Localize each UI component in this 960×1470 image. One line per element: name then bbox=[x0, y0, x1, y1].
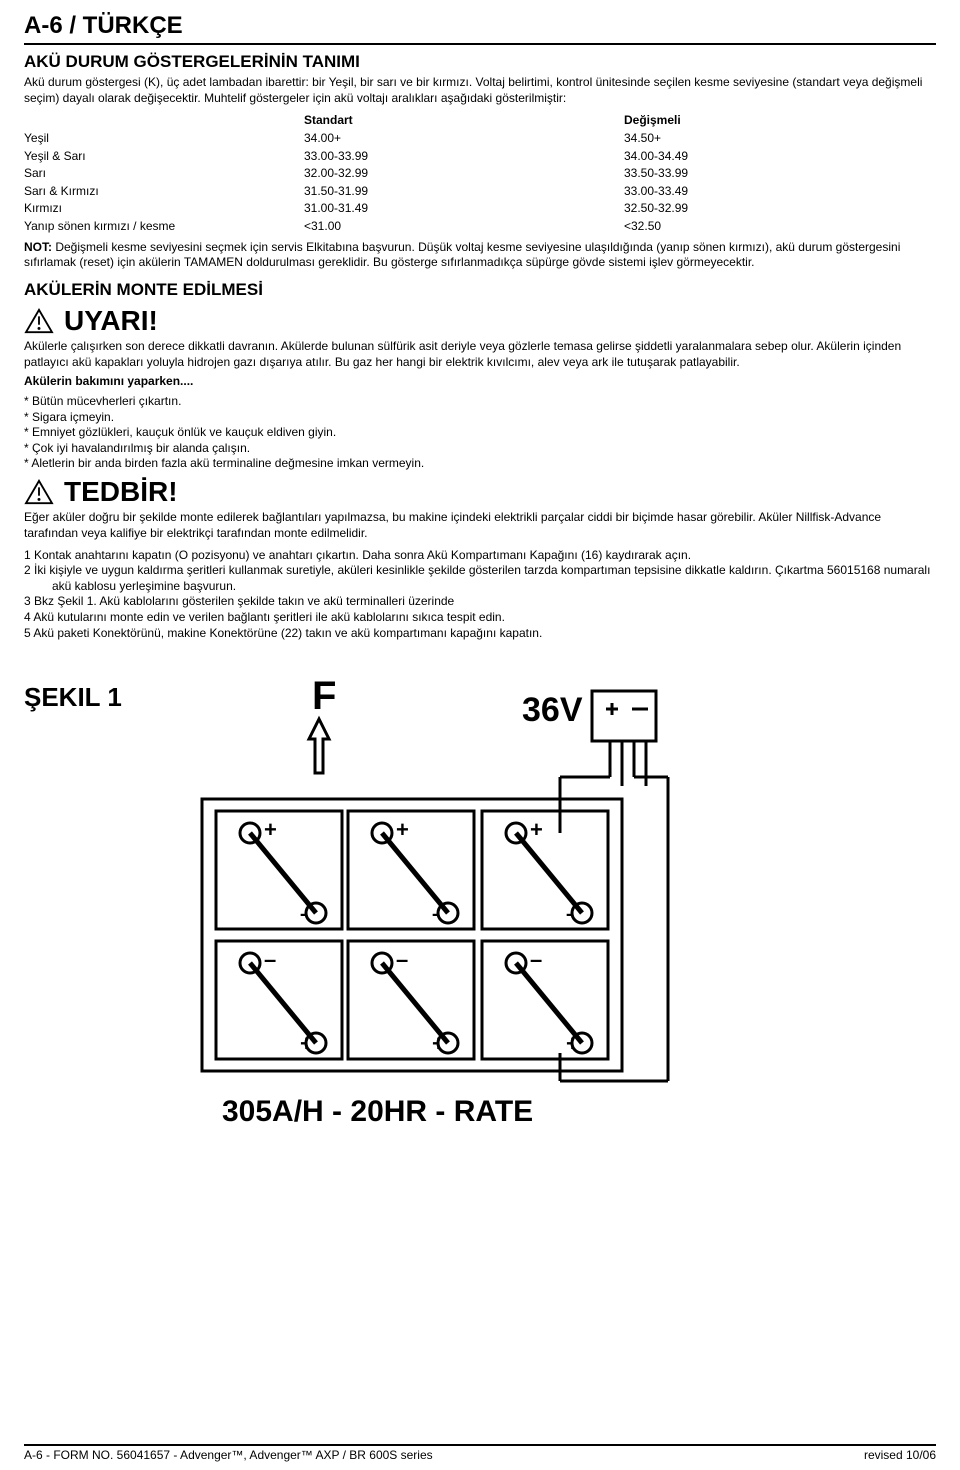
cell: Kırmızı bbox=[24, 200, 304, 218]
step-item: 4 Akü kutularını monte edin ve verilen b… bbox=[24, 610, 936, 626]
list-title: Akülerin bakımını yaparken.... bbox=[24, 374, 936, 390]
table-row: Yeşil 34.00+ 34.50+ bbox=[24, 130, 936, 148]
section1-title: AKÜ DURUM GÖSTERGELERİNİN TANIMI bbox=[24, 51, 936, 73]
section1-intro: Akü durum göstergesi (K), üç adet lambad… bbox=[24, 75, 936, 106]
table-row: Yanıp sönen kırmızı / kesme <31.00 <32.5… bbox=[24, 218, 936, 236]
cell: <32.50 bbox=[624, 218, 936, 236]
svg-text:36V: 36V bbox=[522, 691, 583, 729]
table-col-0 bbox=[24, 112, 304, 130]
step-item: 3 Bkz Şekil 1. Akü kablolarını gösterile… bbox=[24, 594, 936, 610]
svg-text:+: + bbox=[396, 817, 409, 842]
cell: 33.50-33.99 bbox=[624, 165, 936, 183]
svg-text:305A/H - 20HR - RATE: 305A/H - 20HR - RATE bbox=[222, 1095, 533, 1128]
svg-text:–: – bbox=[264, 947, 276, 972]
step-item: 1 Kontak anahtarını kapatın (O pozisyonu… bbox=[24, 548, 936, 564]
note-text: Değişmeli kesme seviyesini seçmek için s… bbox=[24, 240, 900, 270]
cell: 33.00-33.49 bbox=[624, 183, 936, 201]
cell: Yeşil bbox=[24, 130, 304, 148]
voltage-table: Standart Değişmeli Yeşil 34.00+ 34.50+ Y… bbox=[24, 112, 936, 235]
table-row: Kırmızı 31.00-31.49 32.50-32.99 bbox=[24, 200, 936, 218]
warning2-label: TEDBİR! bbox=[64, 474, 178, 510]
warning-triangle-icon bbox=[24, 308, 54, 334]
steps-list: 1 Kontak anahtarını kapatın (O pozisyonu… bbox=[24, 548, 936, 642]
section1-note: NOT: Değişmeli kesme seviyesini seçmek i… bbox=[24, 240, 936, 271]
cell: 31.50-31.99 bbox=[304, 183, 624, 201]
cell: 32.50-32.99 bbox=[624, 200, 936, 218]
figure-title: ŞEKIL 1 bbox=[24, 681, 122, 715]
caution-triangle-icon bbox=[24, 479, 54, 505]
warning-1: UYARI! bbox=[24, 303, 936, 339]
page-footer: A-6 - FORM NO. 56041657 - Advenger™, Adv… bbox=[24, 1444, 936, 1464]
step-item: 2 İki kişiyle ve uygun kaldırma şeritler… bbox=[24, 563, 936, 594]
cell: 34.50+ bbox=[624, 130, 936, 148]
svg-text:–: – bbox=[530, 947, 542, 972]
svg-text:–: – bbox=[396, 947, 408, 972]
cell: 31.00-31.49 bbox=[304, 200, 624, 218]
list-item: * Aletlerin bir anda birden fazla akü te… bbox=[24, 456, 936, 472]
table-col-2: Değişmeli bbox=[624, 112, 936, 130]
table-row: Yeşil & Sarı 33.00-33.99 34.00-34.49 bbox=[24, 148, 936, 166]
cell: Yeşil & Sarı bbox=[24, 148, 304, 166]
list-item: * Sigara içmeyin. bbox=[24, 410, 936, 426]
table-col-1: Standart bbox=[304, 112, 624, 130]
front-label: F bbox=[312, 681, 336, 718]
table-row: Sarı 32.00-32.99 33.50-33.99 bbox=[24, 165, 936, 183]
footer-left: A-6 - FORM NO. 56041657 - Advenger™, Adv… bbox=[24, 1448, 433, 1464]
list-item: * Bütün mücevherleri çıkartın. bbox=[24, 394, 936, 410]
svg-text:+: + bbox=[530, 817, 543, 842]
cell: 34.00+ bbox=[304, 130, 624, 148]
cell: Sarı & Kırmızı bbox=[24, 183, 304, 201]
battery-diagram: F 36V bbox=[162, 681, 682, 1146]
section2-title: AKÜLERİN MONTE EDİLMESİ bbox=[24, 279, 936, 301]
list-item: * Çok iyi havalandırılmış bir alanda çal… bbox=[24, 441, 936, 457]
page-header: A-6 / TÜRKÇE bbox=[24, 10, 936, 45]
note-label: NOT: bbox=[24, 240, 52, 254]
cell: <31.00 bbox=[304, 218, 624, 236]
step-item: 5 Akü paketi Konektörünü, makine Konektö… bbox=[24, 626, 936, 642]
table-row: Sarı & Kırmızı 31.50-31.99 33.00-33.49 bbox=[24, 183, 936, 201]
warning2-text: Eğer aküler doğru bir şekilde monte edil… bbox=[24, 510, 936, 541]
cell: Sarı bbox=[24, 165, 304, 183]
warning-2: TEDBİR! bbox=[24, 474, 936, 510]
cell: Yanıp sönen kırmızı / kesme bbox=[24, 218, 304, 236]
precaution-list: * Bütün mücevherleri çıkartın. * Sigara … bbox=[24, 394, 936, 472]
svg-text:+: + bbox=[264, 817, 277, 842]
footer-right: revised 10/06 bbox=[864, 1448, 936, 1464]
list-item: * Emniyet gözlükleri, kauçuk önlük ve ka… bbox=[24, 425, 936, 441]
warning1-text: Akülerle çalışırken son derece dikkatli … bbox=[24, 339, 936, 370]
warning1-label: UYARI! bbox=[64, 303, 158, 339]
cell: 32.00-32.99 bbox=[304, 165, 624, 183]
cell: 34.00-34.49 bbox=[624, 148, 936, 166]
cell: 33.00-33.99 bbox=[304, 148, 624, 166]
